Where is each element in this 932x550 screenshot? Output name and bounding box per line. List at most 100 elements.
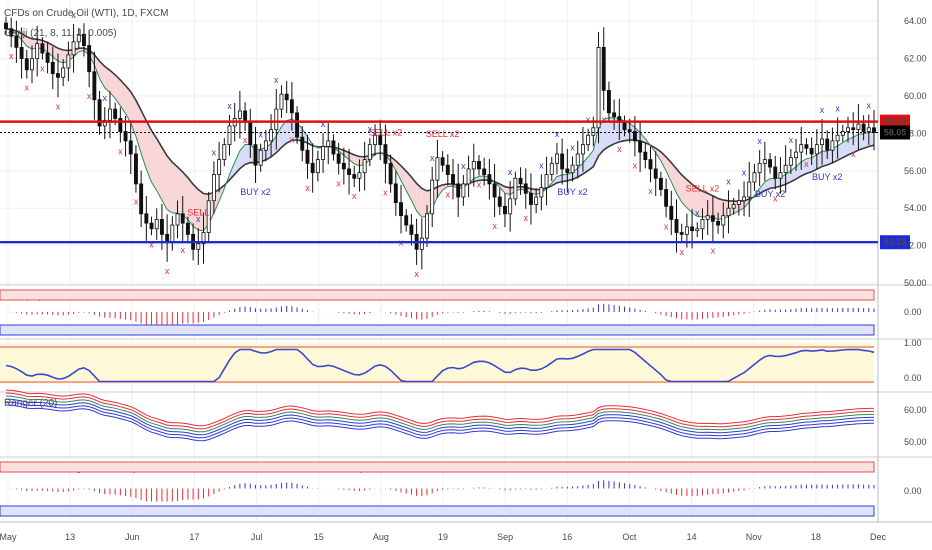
candle-body — [87, 45, 92, 73]
ganji-band-segment — [697, 188, 703, 218]
candle-body — [690, 226, 695, 232]
ganji-band-segment — [811, 154, 817, 172]
candle-body — [466, 168, 471, 185]
signal-label: SELL x2 — [369, 127, 403, 137]
candle-body — [206, 200, 211, 233]
candle-body — [341, 162, 346, 170]
signal-marker: x — [539, 160, 544, 170]
candle-body — [648, 159, 653, 170]
candle-body — [575, 153, 580, 166]
signal-label: BUY x2 — [812, 172, 842, 182]
candle-body — [435, 157, 440, 181]
candle-body — [14, 35, 19, 48]
ganji-band-segment — [775, 177, 781, 188]
candle-body — [378, 134, 383, 146]
ranger-line — [5, 401, 874, 439]
ganji-band-segment — [676, 168, 682, 203]
ganji-band-segment — [692, 184, 698, 217]
price-tick-label: 60.00 — [904, 91, 927, 101]
ranger-line — [5, 395, 874, 433]
candle-body — [736, 200, 741, 205]
signal-marker: x — [352, 191, 357, 201]
level-tag-label: 58.63 — [884, 117, 907, 127]
ganji-band-segment — [281, 120, 287, 148]
candle-body — [237, 110, 242, 119]
ranger-line — [5, 389, 874, 427]
candle-body — [601, 46, 606, 91]
ganji-band-segment — [187, 177, 194, 227]
x-tick-label: 14 — [687, 532, 697, 542]
signal-label: BUY x2 — [557, 187, 587, 197]
candle-body — [809, 147, 814, 155]
candle-body — [227, 125, 232, 146]
candle-body — [123, 131, 128, 142]
x-tick-label: 16 — [562, 532, 572, 542]
candle-body — [762, 159, 767, 164]
signal-marker: x — [180, 245, 185, 255]
panel-title: Ranger (20) — [4, 398, 57, 409]
upper-zone — [0, 461, 875, 473]
lower-zone — [0, 324, 875, 336]
ganji-band-segment — [572, 168, 578, 180]
ganji-band-segment — [744, 199, 750, 208]
candle-body — [846, 127, 850, 132]
signal-marker: x — [258, 130, 263, 140]
candle-body — [56, 73, 60, 78]
candle-body — [144, 213, 149, 224]
candle-body — [258, 149, 263, 166]
candle-body — [783, 164, 788, 174]
price-panel[interactable]: x x x x x x x x x x x x x x x x x x x x x x x x x x x x x x x x x x x x x x x x… — [0, 10, 878, 279]
ganji-band-segment — [104, 66, 110, 93]
candle-body — [757, 162, 762, 174]
candle-body — [19, 46, 24, 60]
candle-body — [347, 168, 351, 175]
candle-body — [684, 226, 689, 235]
candle-body — [50, 61, 55, 74]
x-tick-label: 13 — [65, 532, 75, 542]
candle-body — [336, 153, 341, 164]
signal-marker: x — [149, 239, 154, 249]
ganji-band-segment — [848, 137, 854, 155]
price-tick-label: 58.00 — [904, 128, 927, 138]
candle-body — [165, 233, 170, 243]
candle-body — [731, 204, 736, 209]
ganji-band-segment — [666, 156, 672, 182]
signal-marker: x — [165, 266, 170, 276]
ganji-band-segment — [115, 74, 121, 106]
price-axis[interactable]: 64.00 62.00 60.00 58.00 56.00 54.00 52.00 50.00… — [880, 16, 927, 288]
candle-body — [471, 161, 476, 170]
time-axis[interactable]: May 13 Jun 17 Jul 15 Aug 19 Sep 16 Oct 14 Nov 18 Dec — [0, 532, 886, 542]
candle-body — [175, 213, 180, 226]
candle-body — [643, 151, 648, 160]
candle-body — [570, 164, 575, 174]
price-tick-label: 56.00 — [904, 166, 927, 176]
ganji-band-segment — [556, 174, 563, 183]
candle-body — [612, 112, 617, 117]
candle-body — [445, 164, 450, 175]
candle-body — [866, 127, 871, 132]
candle-body — [185, 222, 190, 235]
signal-marker: x — [555, 129, 560, 139]
candle-body — [820, 138, 824, 146]
x-tick-label: May — [0, 532, 17, 542]
level-tag — [880, 114, 910, 129]
signal-marker: x — [492, 221, 497, 231]
ganji-band-segment — [125, 85, 131, 123]
signal-marker: x — [40, 64, 45, 74]
ganji-band-segment — [177, 166, 183, 216]
signal-marker: x — [305, 183, 310, 193]
x-tick-label: 19 — [438, 532, 448, 542]
signal-marker: x — [570, 142, 575, 152]
candle-body — [425, 213, 429, 239]
ganji-band-segment — [406, 171, 412, 201]
level-tag — [880, 235, 910, 250]
price-tick-label: 52.00 — [904, 241, 927, 251]
signal-marker: x — [9, 51, 14, 61]
signal-marker: x — [56, 101, 61, 111]
candle-body — [814, 144, 819, 155]
signal-marker: x — [71, 10, 76, 20]
level-tag — [880, 125, 910, 140]
candle-body — [118, 118, 123, 132]
